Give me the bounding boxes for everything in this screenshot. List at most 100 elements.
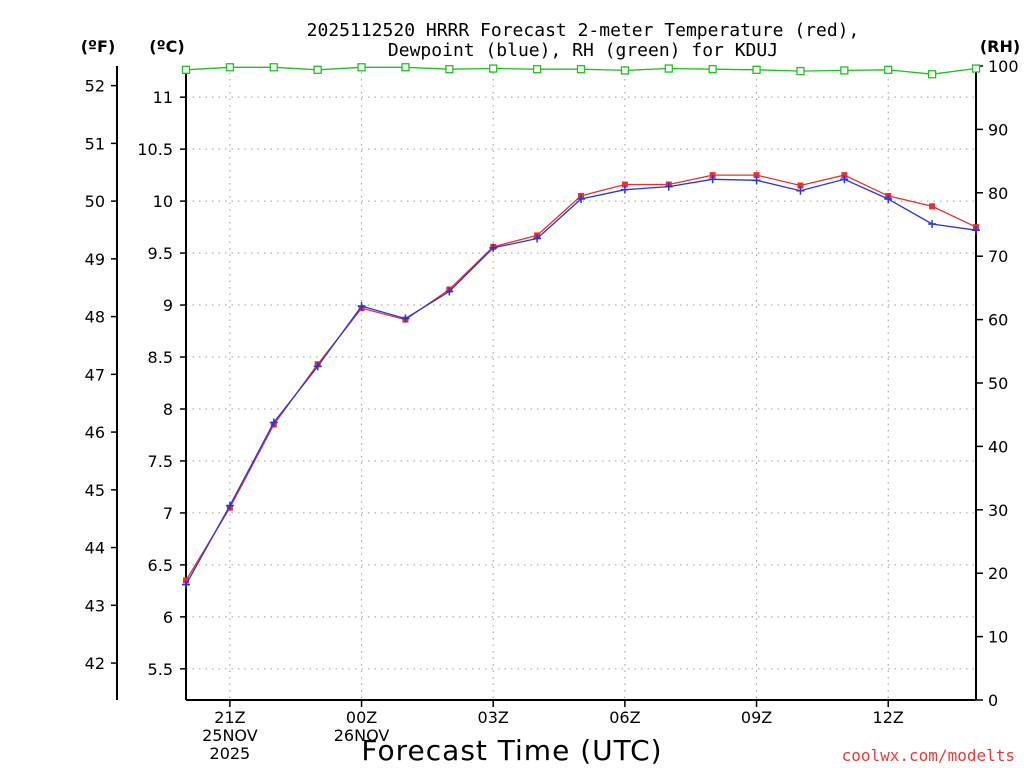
x-tick-label: 00Z	[346, 708, 377, 727]
rh-point	[752, 65, 761, 74]
chart-title: 2025112520 HRRR Forecast 2-meter Tempera…	[307, 20, 860, 41]
dewpoint-point	[269, 418, 278, 427]
fahrenheit-tick-label: 51	[85, 134, 105, 153]
x-tick-label: 06Z	[609, 708, 640, 727]
x-tick-label: 12Z	[873, 708, 904, 727]
dewpoint-point	[664, 182, 673, 191]
celsius-tick-label: 9	[163, 296, 173, 315]
rh-tick-label: 100	[988, 57, 1019, 76]
dewpoint-point	[225, 501, 234, 510]
x-axis-label: Forecast Time (UTC)	[361, 734, 662, 767]
rh-point	[796, 66, 805, 76]
celsius-tick-label: 10.5	[137, 140, 173, 159]
celsius-tick-label: 8	[163, 400, 173, 419]
celsius-unit-label: (ºC)	[149, 37, 184, 56]
rh-tick-label: 70	[988, 247, 1008, 266]
fahrenheit-tick-label: 43	[85, 596, 105, 615]
fahrenheit-tick-label: 50	[85, 192, 105, 211]
temperature-point	[929, 203, 936, 210]
rh-tick-label: 80	[988, 184, 1008, 203]
x-tick-label: 26NOV	[334, 726, 390, 745]
fahrenheit-tick-label: 47	[85, 365, 105, 384]
rh-tick-label: 20	[988, 564, 1008, 583]
fahrenheit-tick-label: 48	[85, 308, 105, 327]
dewpoint-point	[445, 287, 454, 296]
celsius-tick-label: 11	[153, 88, 173, 107]
fahrenheit-tick-label: 52	[85, 77, 105, 96]
rh-tick-label: 50	[988, 374, 1008, 393]
dewpoint-point	[401, 314, 410, 323]
dewpoint-point	[884, 195, 893, 204]
rh-tick-label: 40	[988, 437, 1008, 456]
fahrenheit-tick-label: 44	[85, 539, 105, 558]
rh-point	[445, 65, 454, 74]
rh-tick-label: 30	[988, 501, 1008, 520]
fahrenheit-unit-label: (ºF)	[81, 37, 116, 56]
rh-point	[357, 63, 366, 72]
rh-point	[840, 66, 849, 75]
rh-point	[489, 64, 498, 73]
rh-point	[620, 66, 630, 75]
x-tick-label: 03Z	[478, 708, 509, 727]
temperature-point	[841, 172, 848, 179]
rh-point	[181, 65, 191, 74]
rh-series	[181, 63, 981, 79]
rh-tick-label: 90	[988, 120, 1008, 139]
dewpoint-point	[313, 362, 322, 371]
celsius-tick-label: 5.5	[148, 660, 173, 679]
rh-point	[664, 64, 673, 73]
temperature-point	[753, 172, 760, 179]
celsius-tick-label: 7.5	[148, 452, 173, 471]
temperature-point	[621, 181, 628, 188]
dewpoint-point	[708, 175, 717, 184]
temperature-point	[709, 172, 716, 179]
celsius-tick-label: 7	[163, 504, 173, 523]
x-tick-label: 09Z	[741, 708, 772, 727]
rh-tick-label: 60	[988, 311, 1008, 330]
rh-point	[971, 64, 981, 73]
dewpoint-point	[840, 175, 849, 184]
rh-point	[401, 63, 410, 72]
temperature-line	[185, 174, 977, 581]
celsius-tick-label: 9.5	[148, 244, 173, 263]
fahrenheit-tick-label: 49	[85, 250, 105, 269]
chart-subtitle: Dewpoint (blue), RH (green) for KDUJ	[388, 40, 778, 61]
dewpoint-point	[752, 176, 761, 185]
rh-point	[225, 63, 235, 72]
rh-point	[884, 65, 893, 74]
rh-point	[927, 70, 937, 79]
rh-point	[313, 65, 322, 74]
x-tick-label: 2025	[210, 744, 251, 763]
x-tick-label: 25NOV	[202, 726, 258, 745]
dewpoint-point	[489, 243, 498, 252]
dewpoint-point	[796, 186, 805, 195]
rh-point	[269, 63, 278, 72]
temperature-point	[183, 577, 189, 584]
temperature-series	[183, 172, 979, 584]
temperature-point	[797, 182, 804, 189]
axis-layer	[111, 65, 983, 707]
dewpoint-point	[577, 195, 585, 204]
rh-point	[576, 65, 586, 74]
rh-point	[708, 65, 717, 74]
series-layer	[181, 63, 981, 589]
celsius-tick-label: 6.5	[148, 556, 173, 575]
rh-tick-label: 10	[988, 628, 1008, 647]
x-tick-label: 21Z	[214, 708, 245, 727]
credit-text: coolwx.com/modelts	[842, 746, 1015, 765]
dewpoint-point	[620, 185, 629, 194]
celsius-tick-label: 6	[163, 608, 173, 627]
celsius-tick-label: 8.5	[148, 348, 173, 367]
celsius-tick-label: 10	[153, 192, 173, 211]
dewpoint-point	[533, 234, 542, 243]
rh-unit-label: (RH)	[980, 37, 1020, 56]
rh-tick-label: 0	[988, 691, 998, 710]
dewpoint-point	[182, 580, 190, 589]
fahrenheit-tick-label: 45	[85, 481, 105, 500]
dewpoint-series	[182, 175, 980, 589]
dewpoint-point	[357, 302, 366, 311]
dewpoint-point	[928, 219, 937, 228]
fahrenheit-tick-label: 42	[85, 654, 105, 673]
